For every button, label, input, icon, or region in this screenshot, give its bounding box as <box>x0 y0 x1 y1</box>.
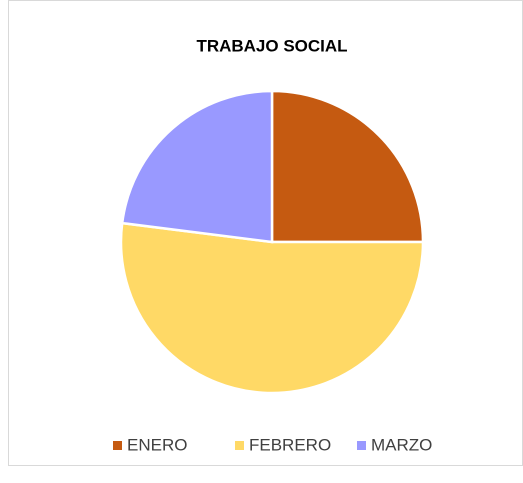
legend-marker <box>235 441 244 450</box>
pie-slice <box>119 221 425 395</box>
legend-marker <box>113 441 122 450</box>
legend-label: MARZO <box>371 435 432 454</box>
legend-label: ENERO <box>127 435 187 454</box>
pie-slice <box>270 89 425 244</box>
legend-label: FEBRERO <box>249 435 331 454</box>
pie-slice <box>120 89 274 244</box>
legend-marker <box>357 441 366 450</box>
chart-title: TRABAJO SOCIAL <box>196 36 347 55</box>
